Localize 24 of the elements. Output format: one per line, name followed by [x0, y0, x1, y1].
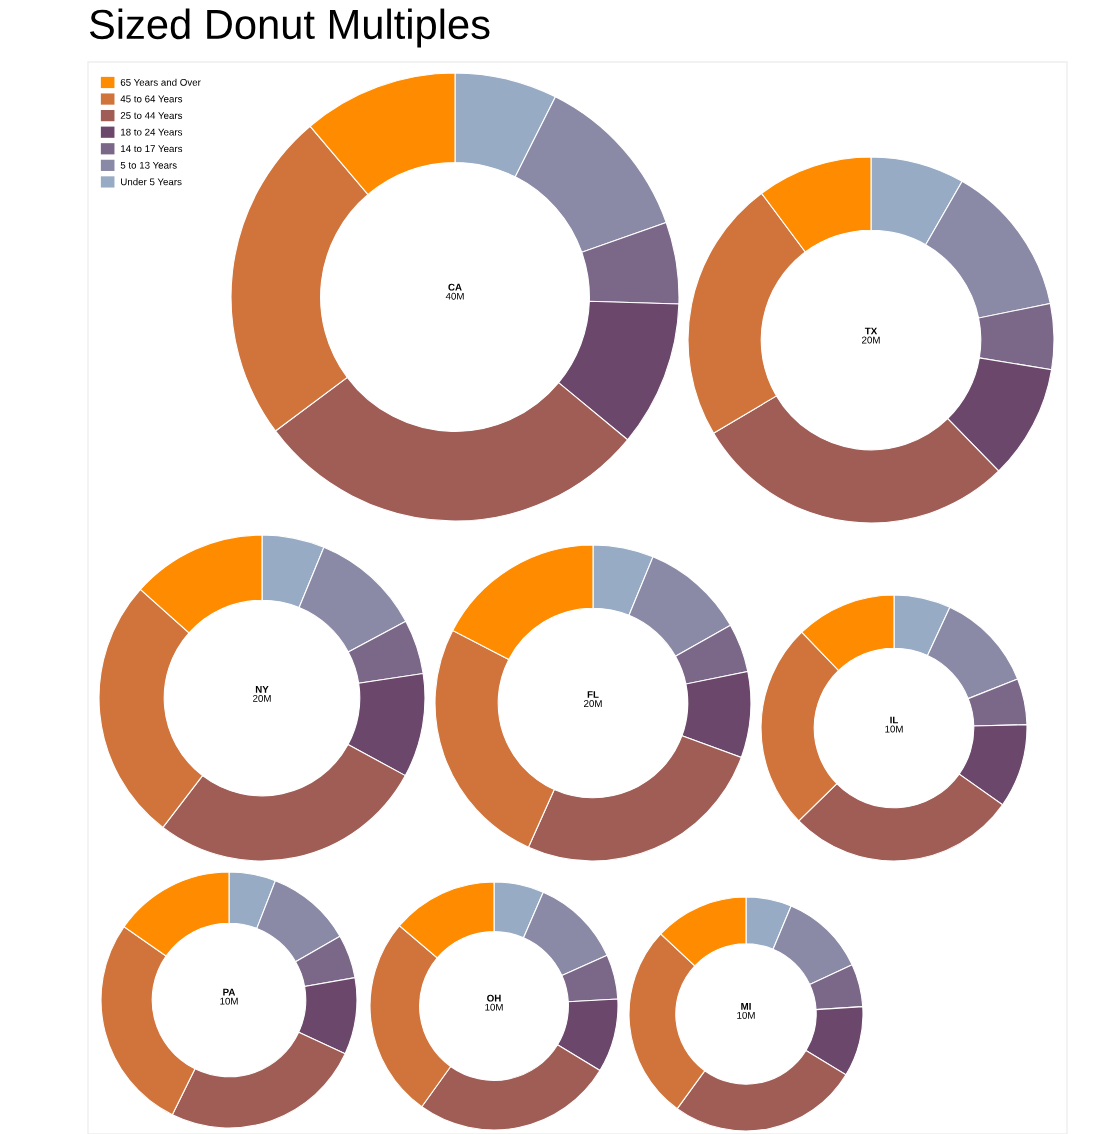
text: IL	[890, 716, 899, 724]
legend-label: 14 to 17 Years	[121, 145, 183, 153]
text: FL	[587, 691, 599, 698]
legend-label: 25 to 44 Years	[120, 112, 183, 119]
text: OH	[487, 994, 501, 1002]
text: Sized Donut Multiples	[89, 8, 490, 48]
legend-label: 18 to 24 Years	[121, 128, 183, 136]
text: TX	[864, 327, 878, 335]
text: 20M	[584, 700, 602, 707]
legend-label: Under 5 Years	[121, 178, 182, 186]
text: 20M	[862, 336, 880, 344]
legend-label: 45 to 64 Years	[120, 95, 183, 103]
text: 20M	[253, 695, 271, 702]
legend-label: 5 to 13 Years	[120, 161, 177, 169]
text: 10M	[737, 1011, 755, 1019]
text: 40M	[445, 292, 464, 300]
text: 10M	[485, 1003, 503, 1011]
legend-label: 65 Years and Over	[120, 78, 201, 86]
text: NY	[255, 686, 269, 693]
text: 10M	[885, 725, 903, 733]
text: CA	[448, 283, 462, 291]
text: MI	[741, 1002, 751, 1010]
text: PA	[223, 988, 236, 996]
text: 10M	[220, 997, 238, 1005]
